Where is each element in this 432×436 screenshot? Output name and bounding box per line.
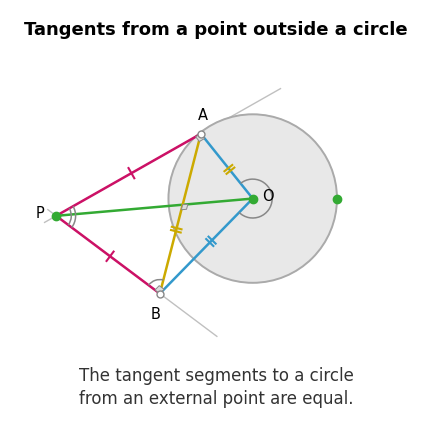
Polygon shape (196, 134, 205, 141)
Text: from an external point are equal.: from an external point are equal. (79, 391, 353, 409)
Text: A: A (198, 108, 208, 123)
Text: O: O (262, 189, 274, 204)
Text: The tangent segments to a circle: The tangent segments to a circle (79, 367, 353, 385)
Text: Tangents from a point outside a circle: Tangents from a point outside a circle (24, 21, 408, 39)
Text: P: P (35, 206, 44, 221)
Polygon shape (181, 204, 188, 210)
Circle shape (168, 114, 337, 283)
Polygon shape (155, 286, 164, 293)
Text: B: B (151, 307, 160, 322)
